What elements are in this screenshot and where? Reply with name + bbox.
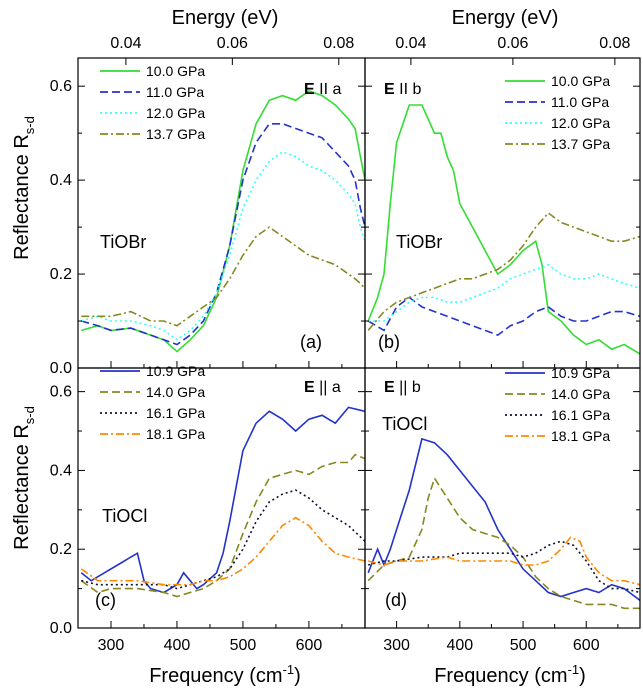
top-axis-title-right: Energy (eV) (452, 7, 559, 29)
series-line-14-0-gpa (367, 476, 640, 610)
legend-label: 14.0 GPa (551, 386, 610, 402)
material-label: TiOCl (382, 414, 427, 434)
top-axis-title-left: Energy (eV) (172, 7, 279, 29)
legend-label: 11.0 GPa (146, 84, 204, 100)
y-tick-label: 0.4 (50, 172, 72, 189)
y-tick-label: 0.6 (50, 78, 72, 95)
y-tick-label: 0.0 (50, 620, 72, 637)
polarization-label: E II a (304, 81, 341, 98)
x-tick-label: 500 (230, 637, 257, 654)
panel-3-series-group (367, 437, 640, 610)
legend-label: 16.1 GPa (146, 405, 205, 421)
legend-label: 10.0 GPa (551, 73, 610, 89)
series-line-10-9-gpa (367, 437, 640, 602)
material-label: TiOBr (100, 232, 146, 252)
series-line-14-0-gpa (80, 453, 365, 598)
legend-label: 12.0 GPa (146, 105, 205, 121)
panel-letter: (a) (300, 332, 322, 352)
x-tick-label: 300 (383, 637, 410, 654)
left-axis-title-top: Reflectance Rs-d (11, 116, 37, 260)
series-line-11-0-gpa (81, 123, 365, 346)
legend-label: 10.9 GPa (551, 365, 610, 381)
panel-letter: (c) (95, 590, 116, 610)
polarization-label: E || b (384, 379, 421, 396)
legend-label: 18.1 GPa (146, 426, 205, 442)
x-tick-label: 400 (446, 637, 473, 654)
series-line-11-0-gpa (367, 296, 640, 337)
energy-tick-label: 0.04 (395, 35, 426, 52)
energy-tick-label: 0.04 (110, 35, 141, 52)
series-line-10-0-gpa (367, 104, 640, 355)
legend-label: 10.9 GPa (146, 363, 205, 379)
panel-2-series-group (80, 406, 365, 598)
y-tick-label: 0.0 (50, 360, 72, 377)
polarization-label: E II b (384, 81, 421, 98)
x-tick-label: 400 (164, 637, 191, 654)
panel-0-series-group (81, 90, 365, 353)
bottom-axis-title-left: Frequency (cm-1) (149, 662, 301, 687)
y-tick-label: 0.6 (50, 384, 72, 401)
energy-tick-label: 0.08 (599, 35, 630, 52)
energy-tick-label: 0.08 (323, 35, 354, 52)
legend-label: 13.7 GPa (146, 126, 205, 142)
series-line-16-1-gpa (368, 540, 640, 594)
legend-label: 14.0 GPa (146, 384, 205, 400)
panel-letter: (b) (378, 332, 400, 352)
legend-label: 13.7 GPa (551, 136, 610, 152)
legend-label: 10.0 GPa (146, 63, 205, 79)
series-line-18-1-gpa (368, 536, 640, 586)
material-label: TiOCl (102, 506, 147, 526)
series-line-13-7-gpa (367, 211, 640, 331)
x-tick-label: 600 (573, 637, 600, 654)
panel-frame (77, 367, 366, 629)
legend-label: 12.0 GPa (551, 115, 610, 131)
panel-1-series-group (367, 104, 640, 355)
x-tick-label: 500 (510, 637, 537, 654)
panel-letter: (d) (385, 590, 407, 610)
series-line-18-1-gpa (80, 516, 365, 586)
legend-label: 11.0 GPa (551, 94, 609, 110)
series-line-10-9-gpa (80, 406, 365, 594)
x-tick-label: 600 (296, 637, 323, 654)
polarization-label: E || a (304, 379, 341, 396)
y-tick-label: 0.2 (50, 266, 72, 283)
legend-label: 18.1 GPa (551, 428, 610, 444)
y-tick-label: 0.2 (50, 541, 72, 558)
energy-tick-label: 0.06 (217, 35, 248, 52)
legend-label: 16.1 GPa (551, 407, 610, 423)
series-line-12-0-gpa (368, 263, 640, 322)
bottom-axis-title-right: Frequency (cm-1) (434, 662, 586, 687)
material-label: TiOBr (396, 232, 442, 252)
left-axis-title-bottom: Reflectance Rs-d (11, 406, 37, 550)
series-line-16-1-gpa (81, 489, 365, 590)
series-line-13-7-gpa (81, 226, 365, 327)
y-tick-label: 0.4 (50, 462, 72, 479)
x-tick-label: 300 (98, 637, 125, 654)
panel-frame (364, 367, 641, 629)
energy-tick-label: 0.06 (497, 35, 528, 52)
